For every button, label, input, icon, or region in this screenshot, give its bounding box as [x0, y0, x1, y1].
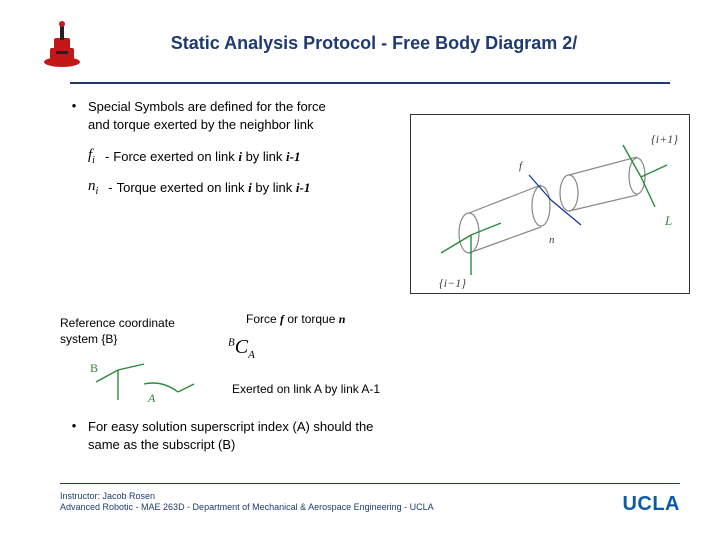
svg-text:{i−1}: {i−1}: [439, 276, 466, 290]
force-desc: Force exerted on link i by link i-1: [113, 149, 300, 165]
matrix-sup: B: [228, 336, 235, 348]
fot-n: n: [339, 312, 346, 326]
footer-l2: Advanced Robotic - MAE 263D - Department…: [60, 502, 434, 512]
force-desc-mid: by link: [246, 149, 286, 164]
coord-sketch: B A: [88, 358, 208, 408]
bullet-2: • For easy solution superscript index (A…: [60, 418, 388, 453]
exerted-label: Exerted on link A by link A-1: [232, 382, 380, 396]
footer-rule: [60, 483, 680, 484]
transform-symbol: BCA: [228, 336, 255, 361]
matrix-c: C: [235, 336, 248, 358]
force-im1: i-1: [286, 149, 300, 164]
dash: -: [108, 180, 112, 195]
force-desc-pre: Force exerted on link: [113, 149, 238, 164]
ref-l2: system {B}: [60, 332, 117, 346]
svg-text:L: L: [664, 213, 672, 228]
torque-n: n: [88, 178, 96, 194]
footer: Instructor: Jacob Rosen Advanced Robotic…: [60, 491, 434, 514]
force-sub: i: [92, 155, 95, 166]
svg-text:f: f: [519, 160, 524, 172]
torque-i: i: [248, 180, 252, 195]
svg-text:A: A: [147, 391, 156, 405]
ref-l1: Reference coordinate: [60, 316, 175, 330]
torque-sub: i: [96, 186, 99, 197]
slide-title: Static Analysis Protocol - Free Body Dia…: [108, 33, 680, 54]
dash: -: [105, 149, 109, 164]
torque-symbol: ni: [88, 178, 98, 197]
fot-pre: Force: [246, 312, 280, 326]
header: Static Analysis Protocol - Free Body Dia…: [0, 0, 720, 76]
force-symbol: fi: [88, 147, 95, 166]
free-body-diagram: {i+1} L {i−1} n f: [410, 114, 690, 294]
torque-desc-mid: by link: [255, 180, 295, 195]
bullet-dot: •: [60, 98, 88, 113]
footer-l1: Instructor: Jacob Rosen: [60, 491, 155, 501]
force-i: i: [238, 149, 242, 164]
svg-text:B: B: [90, 361, 98, 375]
force-or-torque-label: Force f or torque n: [246, 312, 345, 327]
fot-mid: or torque: [284, 312, 339, 326]
ucla-logo: UCLA: [622, 493, 680, 516]
reference-label: Reference coordinate system {B}: [60, 316, 175, 347]
torque-desc: Torque exerted on link i by link i-1: [117, 180, 311, 196]
slide: Static Analysis Protocol - Free Body Dia…: [0, 0, 720, 540]
bullet-1-text: Special Symbols are defined for the forc…: [88, 98, 338, 133]
bullet-dot: •: [60, 418, 88, 433]
torque-im1: i-1: [296, 180, 310, 195]
svg-text:n: n: [549, 234, 555, 246]
torque-desc-pre: Torque exerted on link: [117, 180, 249, 195]
bullet-2-text: For easy solution superscript index (A) …: [88, 418, 388, 453]
svg-text:{i+1}: {i+1}: [651, 132, 678, 146]
matrix-sub: A: [248, 349, 255, 361]
robot-logo: [40, 18, 88, 68]
